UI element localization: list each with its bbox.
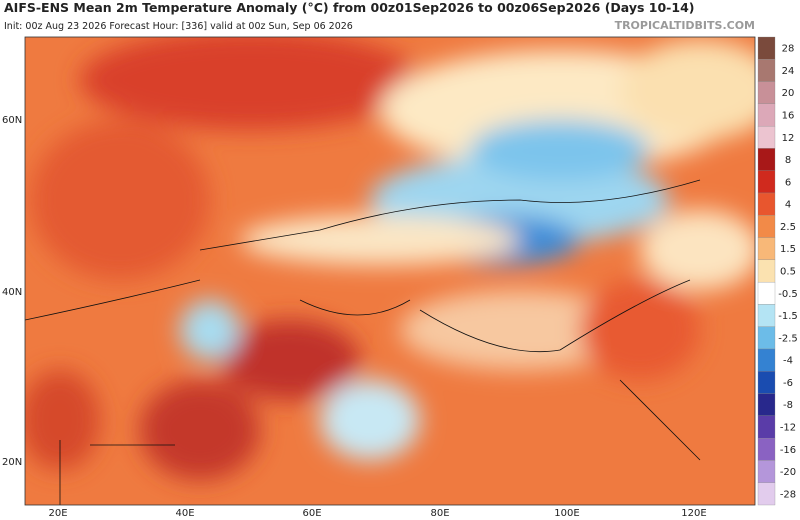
colorbar-label: -2.5 — [778, 333, 798, 344]
subtitle: Init: 00z Aug 23 2026 Forecast Hour: [33… — [4, 21, 353, 32]
colorbar-swatch — [757, 215, 776, 238]
lat-label: 60N — [2, 115, 22, 126]
colorbar-label: 28 — [782, 44, 795, 55]
colorbar-label: 8 — [785, 155, 791, 166]
colorbar-label: 24 — [782, 66, 795, 77]
colorbar-label: -0.5 — [778, 289, 798, 300]
colorbar-label: 6 — [785, 177, 791, 188]
colorbar-label: 4 — [785, 200, 791, 211]
colorbar-label: -6 — [783, 378, 793, 389]
colorbar-swatch — [757, 192, 776, 216]
colorbar-swatch — [757, 103, 776, 127]
colorbar-swatch — [757, 81, 776, 105]
lon-label: 40E — [175, 508, 194, 519]
lon-label: 60E — [302, 508, 321, 519]
colorbar-swatch — [757, 237, 776, 261]
colorbar-swatch — [757, 304, 776, 327]
colorbar-swatch — [757, 148, 776, 171]
colorbar-label: -16 — [780, 445, 796, 456]
colorbar-swatch — [757, 170, 776, 194]
colorbar-swatch — [757, 415, 776, 439]
lon-label: 100E — [554, 508, 579, 519]
colorbar-swatch — [757, 125, 776, 149]
lat-label: 20N — [2, 457, 22, 468]
colorbar-label: 0.5 — [780, 267, 796, 278]
colorbar-swatch — [757, 348, 776, 372]
colorbar-label: 12 — [782, 133, 795, 144]
colorbar-swatch — [757, 36, 776, 60]
colorbar-label: 1.5 — [780, 244, 796, 255]
colorbar-label: -12 — [780, 423, 796, 434]
colorbar-label: -28 — [780, 489, 796, 500]
lon-label: 120E — [681, 508, 706, 519]
lon-label: 80E — [430, 508, 449, 519]
colorbar-label: -20 — [780, 467, 796, 478]
colorbar-label: 16 — [782, 111, 795, 122]
colorbar-label: 2.5 — [780, 222, 796, 233]
lon-label: 20E — [48, 508, 67, 519]
colorbar-swatch — [757, 460, 776, 483]
map — [25, 37, 755, 505]
colorbar-swatch — [757, 437, 776, 461]
colorbar-label: -1.5 — [778, 311, 798, 322]
site-name: TROPICALTIDBITS.COM — [615, 19, 755, 32]
colorbar-label: -4 — [783, 356, 793, 367]
colorbar-swatch — [757, 281, 776, 305]
colorbar-swatch — [757, 393, 776, 417]
colorbar-swatch — [757, 59, 776, 82]
colorbar-label: 20 — [782, 88, 795, 99]
lat-label: 40N — [2, 287, 22, 298]
colorbar-swatch — [757, 326, 776, 350]
colorbar-swatch — [757, 259, 776, 283]
colorbar-swatch — [757, 371, 776, 394]
colorbar-swatch — [757, 482, 776, 506]
title: AIFS-ENS Mean 2m Temperature Anomaly (°C… — [4, 0, 694, 15]
colorbar-label: -8 — [783, 400, 793, 411]
